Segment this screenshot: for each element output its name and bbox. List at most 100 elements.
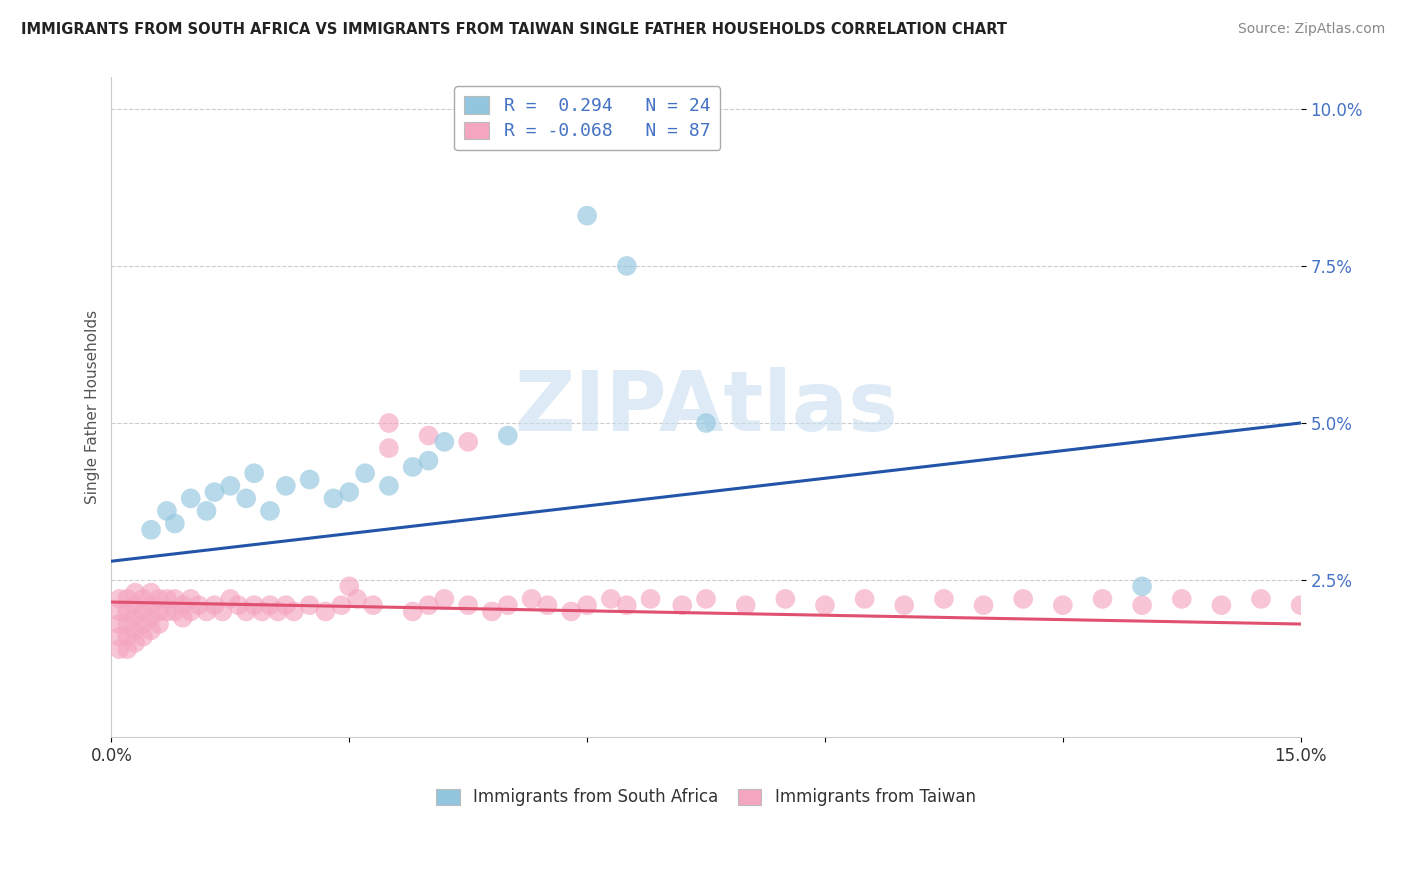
Point bbox=[259, 598, 281, 612]
Point bbox=[402, 604, 425, 618]
Point bbox=[1130, 579, 1153, 593]
Point bbox=[433, 434, 456, 449]
Point bbox=[973, 598, 995, 612]
Point bbox=[457, 434, 479, 449]
Point bbox=[124, 598, 146, 612]
Point bbox=[433, 591, 456, 606]
Point bbox=[108, 617, 131, 632]
Text: ZIPAtlas: ZIPAtlas bbox=[515, 367, 898, 448]
Point bbox=[250, 604, 273, 618]
Point bbox=[148, 591, 170, 606]
Point bbox=[139, 624, 162, 638]
Point bbox=[226, 598, 249, 612]
Point bbox=[124, 624, 146, 638]
Point bbox=[139, 611, 162, 625]
Point bbox=[481, 604, 503, 618]
Point bbox=[235, 604, 257, 618]
Point bbox=[259, 504, 281, 518]
Point bbox=[298, 473, 321, 487]
Point bbox=[599, 591, 621, 606]
Point bbox=[695, 591, 717, 606]
Point bbox=[616, 598, 638, 612]
Point bbox=[1170, 591, 1192, 606]
Point bbox=[418, 428, 440, 442]
Point bbox=[117, 630, 139, 644]
Point bbox=[853, 591, 876, 606]
Point bbox=[195, 504, 218, 518]
Point bbox=[204, 485, 226, 500]
Point bbox=[195, 604, 218, 618]
Point bbox=[132, 630, 155, 644]
Point bbox=[1289, 598, 1312, 612]
Point bbox=[243, 598, 266, 612]
Point bbox=[1211, 598, 1233, 612]
Point bbox=[576, 209, 599, 223]
Point bbox=[1052, 598, 1074, 612]
Point bbox=[211, 604, 233, 618]
Point bbox=[1091, 591, 1114, 606]
Point bbox=[378, 479, 401, 493]
Point bbox=[235, 491, 257, 506]
Point bbox=[671, 598, 693, 612]
Point bbox=[402, 460, 425, 475]
Point bbox=[219, 479, 242, 493]
Point bbox=[132, 591, 155, 606]
Point bbox=[172, 611, 194, 625]
Point bbox=[117, 604, 139, 618]
Point bbox=[283, 604, 305, 618]
Text: Source: ZipAtlas.com: Source: ZipAtlas.com bbox=[1237, 22, 1385, 37]
Point bbox=[117, 642, 139, 657]
Point bbox=[814, 598, 837, 612]
Point bbox=[337, 485, 360, 500]
Point bbox=[139, 523, 162, 537]
Point bbox=[108, 591, 131, 606]
Point bbox=[117, 617, 139, 632]
Point bbox=[139, 585, 162, 599]
Point bbox=[219, 591, 242, 606]
Point bbox=[346, 591, 368, 606]
Point bbox=[322, 491, 344, 506]
Point bbox=[156, 604, 179, 618]
Point bbox=[520, 591, 543, 606]
Y-axis label: Single Father Households: Single Father Households bbox=[86, 310, 100, 504]
Point bbox=[1250, 591, 1272, 606]
Point bbox=[298, 598, 321, 612]
Point bbox=[616, 259, 638, 273]
Point bbox=[496, 428, 519, 442]
Point bbox=[734, 598, 756, 612]
Point bbox=[418, 453, 440, 467]
Point bbox=[204, 598, 226, 612]
Point bbox=[496, 598, 519, 612]
Point bbox=[378, 441, 401, 455]
Point bbox=[132, 604, 155, 618]
Legend: Immigrants from South Africa, Immigrants from Taiwan: Immigrants from South Africa, Immigrants… bbox=[430, 781, 983, 814]
Point bbox=[132, 617, 155, 632]
Point bbox=[1130, 598, 1153, 612]
Point bbox=[274, 479, 297, 493]
Point bbox=[354, 467, 377, 481]
Point bbox=[576, 598, 599, 612]
Point bbox=[536, 598, 558, 612]
Point bbox=[108, 642, 131, 657]
Point bbox=[361, 598, 384, 612]
Text: IMMIGRANTS FROM SOUTH AFRICA VS IMMIGRANTS FROM TAIWAN SINGLE FATHER HOUSEHOLDS : IMMIGRANTS FROM SOUTH AFRICA VS IMMIGRAN… bbox=[21, 22, 1007, 37]
Point bbox=[775, 591, 797, 606]
Point bbox=[117, 591, 139, 606]
Point bbox=[932, 591, 955, 606]
Point bbox=[337, 579, 360, 593]
Point bbox=[180, 591, 202, 606]
Point bbox=[163, 591, 186, 606]
Point bbox=[180, 604, 202, 618]
Point bbox=[378, 416, 401, 430]
Point bbox=[163, 604, 186, 618]
Point bbox=[330, 598, 353, 612]
Point bbox=[274, 598, 297, 612]
Point bbox=[314, 604, 336, 618]
Point bbox=[893, 598, 915, 612]
Point bbox=[267, 604, 290, 618]
Point bbox=[172, 598, 194, 612]
Point bbox=[148, 604, 170, 618]
Point bbox=[560, 604, 582, 618]
Point bbox=[163, 516, 186, 531]
Point bbox=[243, 467, 266, 481]
